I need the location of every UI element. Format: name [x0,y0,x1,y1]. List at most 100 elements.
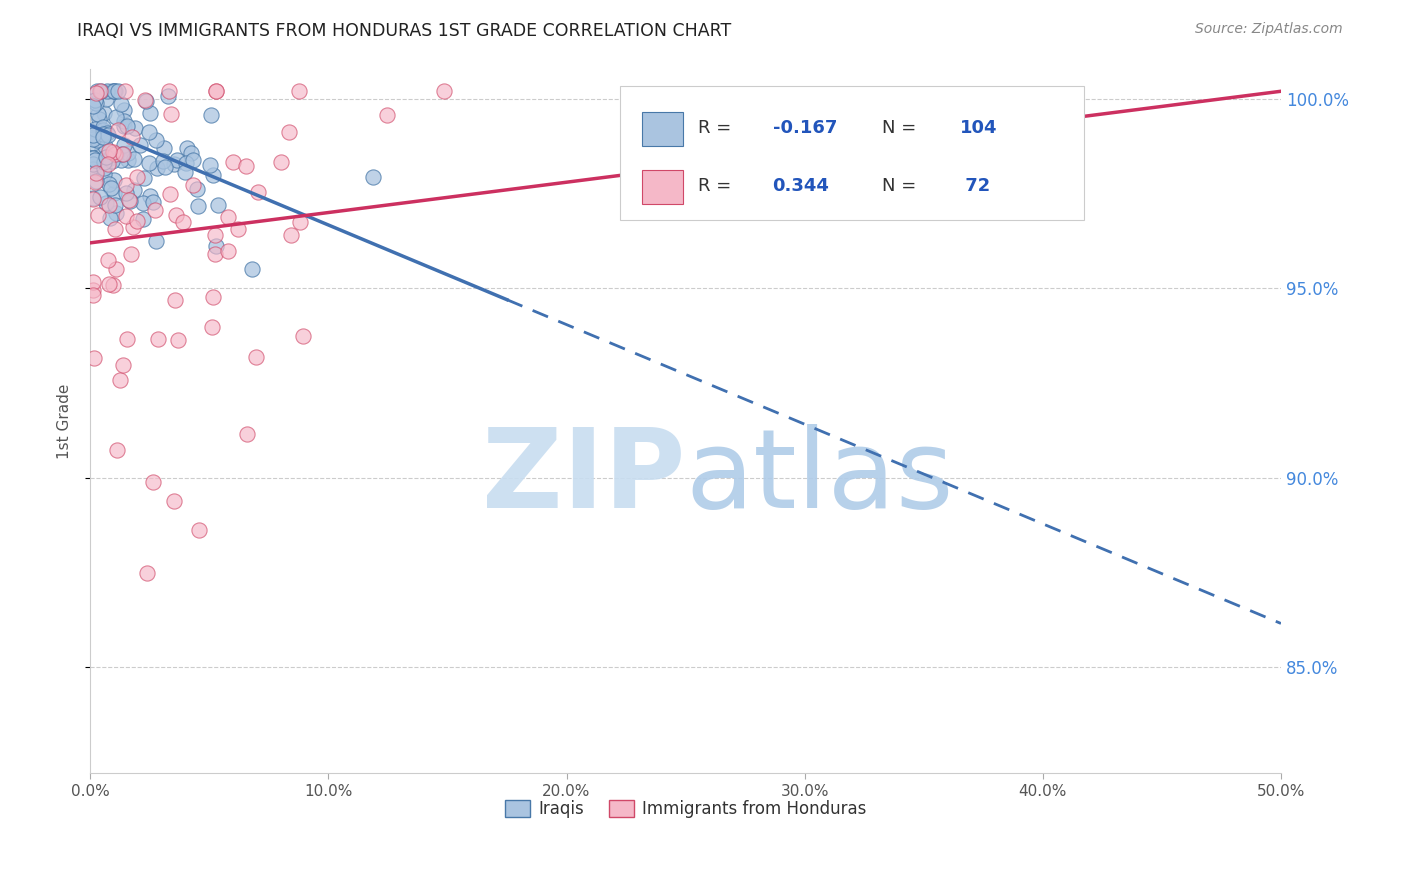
Point [180,145,202,160]
Text: -0.167: -0.167 [772,120,837,137]
Point [172,215,194,229]
Point [181,178,204,193]
Point [94,139,117,153]
Point [166,153,188,167]
Point [111,147,134,161]
Point [82,288,104,302]
Point [105,206,128,220]
Point [82,162,104,177]
Point [91,129,114,144]
Point [136,566,159,580]
Point [96,128,118,142]
Point [145,161,167,176]
Point [83,130,105,145]
Point [83,153,105,167]
Text: atlas: atlas [686,424,955,531]
Point [84,122,107,136]
Point [145,234,167,248]
Point [82,192,104,206]
Point [84,95,107,110]
Point [114,186,136,200]
Point [163,293,186,307]
Point [135,95,157,109]
Point [153,160,176,174]
Point [153,141,176,155]
Point [228,221,250,235]
Point [375,108,398,122]
FancyBboxPatch shape [641,170,683,204]
Point [82,151,104,165]
Point [107,123,129,137]
Point [100,181,122,195]
Point [107,84,129,98]
Point [200,107,222,121]
Point [104,84,127,98]
Point [87,107,110,121]
Point [103,84,125,98]
Point [288,214,311,228]
Point [112,114,135,128]
Point [87,208,110,222]
Point [174,165,197,179]
Point [176,141,198,155]
Text: N =: N = [882,178,922,195]
Point [118,194,141,208]
Point [142,475,165,489]
Point [98,211,121,225]
Point [142,194,165,209]
Point [166,333,188,347]
Point [122,220,145,235]
Point [205,84,228,98]
Point [291,329,314,343]
Point [120,247,142,261]
Point [159,187,181,202]
Point [83,175,105,189]
FancyBboxPatch shape [620,87,1084,220]
Point [98,151,121,165]
Point [101,153,124,168]
Point [202,290,225,304]
Point [90,84,112,98]
Point [112,138,135,153]
Point [163,494,186,508]
Point [82,275,104,289]
Point [89,84,111,98]
Text: 72: 72 [959,178,991,195]
Point [204,246,226,260]
Point [152,154,174,169]
Point [96,149,118,163]
Point [245,351,267,365]
FancyBboxPatch shape [641,112,683,146]
Point [97,177,120,191]
Point [91,127,114,141]
Point [84,93,107,107]
Point [270,154,292,169]
Point [125,170,148,185]
Point [105,261,128,276]
Point [145,133,167,147]
Point [138,156,160,170]
Text: N =: N = [882,120,922,137]
Point [104,110,127,124]
Point [236,426,259,441]
Point [132,195,155,210]
Point [82,191,104,205]
Point [104,197,127,211]
Point [97,252,120,267]
Point [101,84,124,98]
Point [87,112,110,126]
Text: 104: 104 [959,120,997,137]
Point [165,208,187,222]
Point [143,202,166,217]
Point [82,136,104,150]
Point [117,145,139,160]
Point [139,106,162,120]
Point [91,143,114,157]
Point [105,442,128,457]
Point [103,145,125,160]
Point [121,130,143,145]
Point [111,147,134,161]
Point [82,128,104,142]
Point [125,213,148,227]
Point [361,170,384,185]
